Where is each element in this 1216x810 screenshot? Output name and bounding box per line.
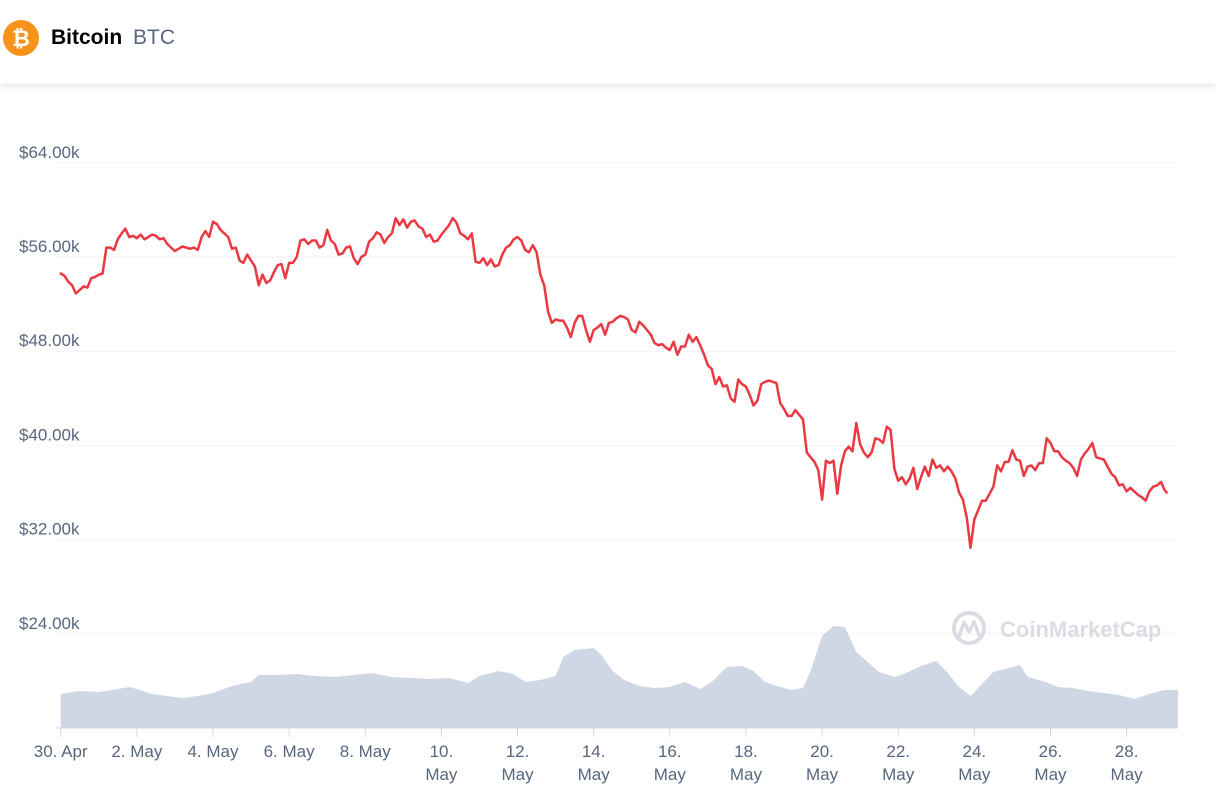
coinmarketcap-logo-icon	[952, 611, 986, 645]
volume-area	[60, 626, 1179, 728]
y-tick-label: $24.00k	[19, 614, 80, 633]
x-tick-label: 22.	[886, 742, 910, 761]
x-tick-label: 6. May	[264, 742, 316, 761]
y-tick-label: $64.00k	[19, 143, 80, 162]
x-tick-label: 20.	[810, 742, 834, 761]
chart-grid	[55, 162, 1178, 635]
coin-header: ₿ Bitcoin BTC	[0, 0, 1216, 84]
coin-symbol: BTC	[133, 26, 175, 49]
x-tick-label: 30. Apr	[34, 742, 88, 761]
x-tick-label-line2: May	[425, 765, 458, 784]
x-tick-label: 12.	[506, 742, 530, 761]
x-tick-label: 16.	[658, 742, 682, 761]
x-tick-label-line2: May	[654, 765, 687, 784]
x-tick-label-line2: May	[578, 765, 611, 784]
x-axis: 30. Apr 2. May 4. May 6. May 8. May 10. May 12.…	[34, 728, 1143, 784]
x-tick-label: 24.	[963, 742, 987, 761]
y-tick-label: $40.00k	[19, 425, 80, 444]
x-tick-label: 14.	[582, 742, 606, 761]
watermark: CoinMarketCap	[952, 611, 1161, 645]
bitcoin-icon-circle	[3, 20, 39, 56]
watermark-text: CoinMarketCap	[1000, 617, 1161, 642]
x-tick-label: 18.	[734, 742, 758, 761]
bitcoin-icon: ₿	[3, 20, 39, 56]
bitcoin-icon-glyph: ₿	[12, 26, 30, 51]
volume-area-path	[60, 626, 1179, 728]
y-tick-label: $32.00k	[19, 520, 80, 539]
x-tick-label-line2: May	[501, 765, 534, 784]
x-tick-label: 10.	[430, 742, 454, 761]
x-tick-label-line2: May	[730, 765, 763, 784]
x-tick-label: 28.	[1115, 742, 1139, 761]
x-tick-label: 8. May	[340, 742, 392, 761]
x-tick-label: 26.	[1039, 742, 1063, 761]
x-tick-label-line2: May	[1034, 765, 1067, 784]
x-tick-label-line2: May	[882, 765, 915, 784]
x-tick-label-line2: May	[958, 765, 991, 784]
x-tick-label-line2: May	[806, 765, 839, 784]
y-tick-label: $48.00k	[19, 331, 80, 350]
x-tick-label: 2. May	[111, 742, 163, 761]
y-tick-label: $56.00k	[19, 237, 80, 256]
coin-name: Bitcoin	[51, 26, 123, 49]
x-tick-label-line2: May	[1111, 765, 1144, 784]
price-line[interactable]	[59, 216, 1168, 550]
price-series	[59, 216, 1168, 550]
x-tick-label: 4. May	[187, 742, 239, 761]
y-axis: $24.00k $32.00k $40.00k $48.00k $56.00k $64.0…	[19, 143, 80, 633]
